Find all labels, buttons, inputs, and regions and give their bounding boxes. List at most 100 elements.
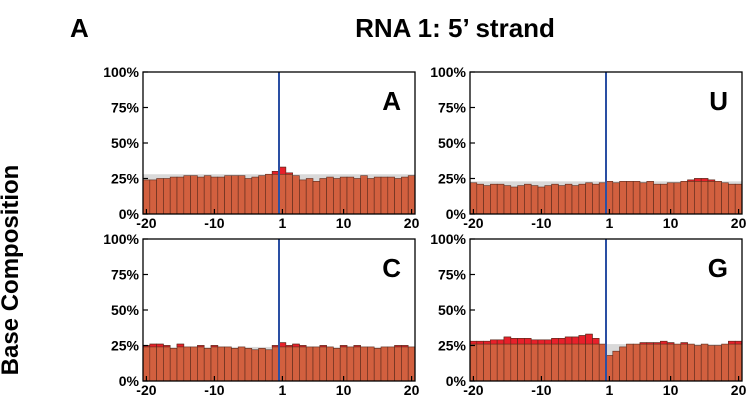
panel-A: 0% 25% 50% 75% 100% -20 -10 1 10 20 A xyxy=(103,64,419,231)
bar-enriched-segment xyxy=(197,345,205,348)
bar xyxy=(680,342,688,382)
bar xyxy=(551,183,559,215)
bar xyxy=(265,173,273,215)
bar xyxy=(632,181,641,215)
bar-enriched-segment xyxy=(299,345,307,348)
bar-enriched-segment xyxy=(646,342,654,345)
bar-enriched-segment xyxy=(537,339,546,345)
panel-G: 0% 25% 50% 75% 100% -20 -10 1 10 20 G xyxy=(430,231,746,398)
bar-enriched-segment xyxy=(694,178,702,182)
y-tick-label: 0% xyxy=(119,206,140,222)
bar xyxy=(271,345,280,382)
y-tick-label: 0% xyxy=(119,373,140,389)
bar xyxy=(401,345,409,382)
bar xyxy=(571,185,580,215)
bar xyxy=(707,179,716,215)
panel-U: 0% 25% 50% 75% 100% -20 -10 1 10 20 U xyxy=(430,64,746,231)
bar xyxy=(694,345,702,382)
bar xyxy=(728,340,736,382)
bar xyxy=(496,183,505,215)
bar xyxy=(394,345,402,382)
bar-enriched-segment xyxy=(278,342,287,348)
bar xyxy=(558,185,566,215)
bar xyxy=(305,178,314,215)
bar xyxy=(142,345,151,382)
bar xyxy=(612,350,620,382)
x-tick-label: -10 xyxy=(204,215,224,231)
bar-enriched-segment xyxy=(680,342,688,345)
bar xyxy=(210,345,219,382)
bar xyxy=(190,175,198,215)
bar xyxy=(476,183,484,215)
panel-nucleotide-label: G xyxy=(708,253,728,283)
bar-enriched-segment xyxy=(496,339,505,345)
bar xyxy=(224,175,232,215)
bar xyxy=(285,172,293,215)
bar xyxy=(666,342,675,382)
bar xyxy=(530,339,539,382)
bar-enriched-segment xyxy=(271,171,280,175)
bar-enriched-segment xyxy=(530,339,539,345)
bar-enriched-segment xyxy=(564,336,573,345)
bar-enriched-segment xyxy=(319,345,327,348)
bar xyxy=(407,175,416,215)
bar-enriched-segment xyxy=(149,343,157,348)
bar xyxy=(346,346,355,382)
bar-enriched-segment xyxy=(394,345,402,348)
bar xyxy=(564,183,573,215)
bar xyxy=(707,345,716,382)
bar xyxy=(660,183,668,215)
bar xyxy=(653,183,661,215)
y-tick-label: 25% xyxy=(438,171,467,187)
bar xyxy=(367,178,375,215)
bar xyxy=(367,346,375,382)
bar xyxy=(292,175,300,215)
bar-enriched-segment xyxy=(278,166,287,175)
bar xyxy=(700,178,709,215)
bar xyxy=(510,338,518,382)
bar xyxy=(537,339,546,382)
bar xyxy=(312,346,321,382)
bar xyxy=(292,343,300,382)
bar xyxy=(680,181,688,215)
bar xyxy=(483,185,491,215)
bar xyxy=(660,340,668,382)
bar xyxy=(373,176,382,215)
bar xyxy=(483,340,491,382)
bar-enriched-segment xyxy=(292,343,300,348)
bar xyxy=(271,171,280,215)
bar xyxy=(326,176,334,215)
bar xyxy=(176,343,185,382)
x-tick-label: 20 xyxy=(731,215,747,231)
y-tick-label: 25% xyxy=(111,338,140,354)
bar-enriched-segment xyxy=(524,338,532,345)
panel-nucleotide-label: U xyxy=(709,86,728,116)
bar xyxy=(503,185,512,215)
y-axis-label: Base Composition xyxy=(0,165,24,376)
bar-enriched-segment xyxy=(510,338,518,345)
bar xyxy=(612,182,620,215)
bar xyxy=(646,342,654,382)
y-tick-label: 100% xyxy=(430,64,466,80)
bar-enriched-segment xyxy=(469,340,478,345)
bar xyxy=(305,346,314,382)
bar-enriched-segment xyxy=(176,343,185,348)
x-tick-label: -10 xyxy=(204,382,224,398)
bar xyxy=(319,178,327,215)
bar xyxy=(592,183,600,215)
bar xyxy=(673,182,682,215)
bar xyxy=(353,345,361,382)
bar xyxy=(231,175,239,215)
bar-enriched-segment xyxy=(558,338,566,345)
y-tick-label: 0% xyxy=(446,373,467,389)
bar-enriched-segment xyxy=(476,340,484,345)
bar xyxy=(407,346,416,382)
bar xyxy=(224,346,232,382)
bar-enriched-segment xyxy=(666,342,675,345)
bar xyxy=(183,346,191,382)
bar-enriched-segment xyxy=(687,179,695,182)
bar xyxy=(360,175,368,215)
x-tick-label: 10 xyxy=(663,215,679,231)
x-tick-label: 1 xyxy=(279,215,287,231)
bar-enriched-segment xyxy=(210,345,219,348)
